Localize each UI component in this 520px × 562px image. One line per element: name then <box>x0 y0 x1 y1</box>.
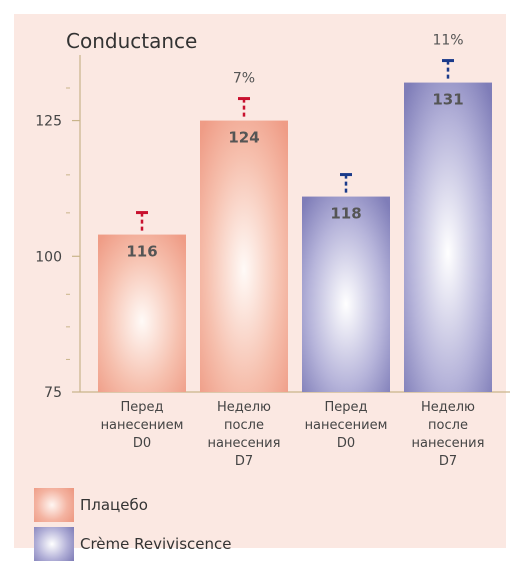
bar-value-label: 124 <box>228 129 259 147</box>
y-tick-label: 100 <box>35 249 62 265</box>
legend-swatch-placebo <box>34 488 74 522</box>
legend-swatch-reviviscence <box>34 527 74 561</box>
bar-value-label: 116 <box>126 243 157 261</box>
bar <box>98 234 186 392</box>
legend-label-placebo: Плацебо <box>80 496 148 514</box>
x-tick-label: нанесения <box>208 436 281 451</box>
x-tick-label: после <box>224 418 264 433</box>
x-tick-label: Неделю <box>217 400 271 415</box>
x-tick-label: после <box>428 418 468 433</box>
y-tick-label: 125 <box>35 114 62 130</box>
bars <box>98 59 492 393</box>
x-tick-label: Неделю <box>421 400 475 415</box>
bar <box>404 82 492 393</box>
x-tick-label: нанесения <box>412 436 485 451</box>
bar-percent-label: 11% <box>432 33 463 49</box>
x-tick-label: нанесением <box>305 418 388 433</box>
x-tick-label: D0 <box>133 436 151 451</box>
legend-item-placebo: Плацебо <box>34 488 148 522</box>
bar <box>302 196 390 392</box>
x-tick-label: D7 <box>235 454 253 469</box>
y-tick-label: 75 <box>44 385 62 401</box>
x-tick-label: Перед <box>324 400 367 415</box>
bar-value-label: 118 <box>330 205 361 223</box>
bar-value-label: 131 <box>432 91 463 109</box>
x-tick-label: D0 <box>337 436 355 451</box>
bar-percent-label: 7% <box>233 71 255 87</box>
bar <box>200 120 288 393</box>
y-axis-title: Conductance <box>66 29 197 53</box>
legend-item-reviviscence: Crème Reviviscence <box>34 527 232 561</box>
x-tick-label: D7 <box>439 454 457 469</box>
x-tick-label: Перед <box>120 400 163 415</box>
labels: 116 Перед нанесением D0 124 7% Неделю после нане… <box>101 33 485 469</box>
x-tick-label: нанесением <box>101 418 184 433</box>
legend-label-reviviscence: Crème Reviviscence <box>80 535 232 553</box>
